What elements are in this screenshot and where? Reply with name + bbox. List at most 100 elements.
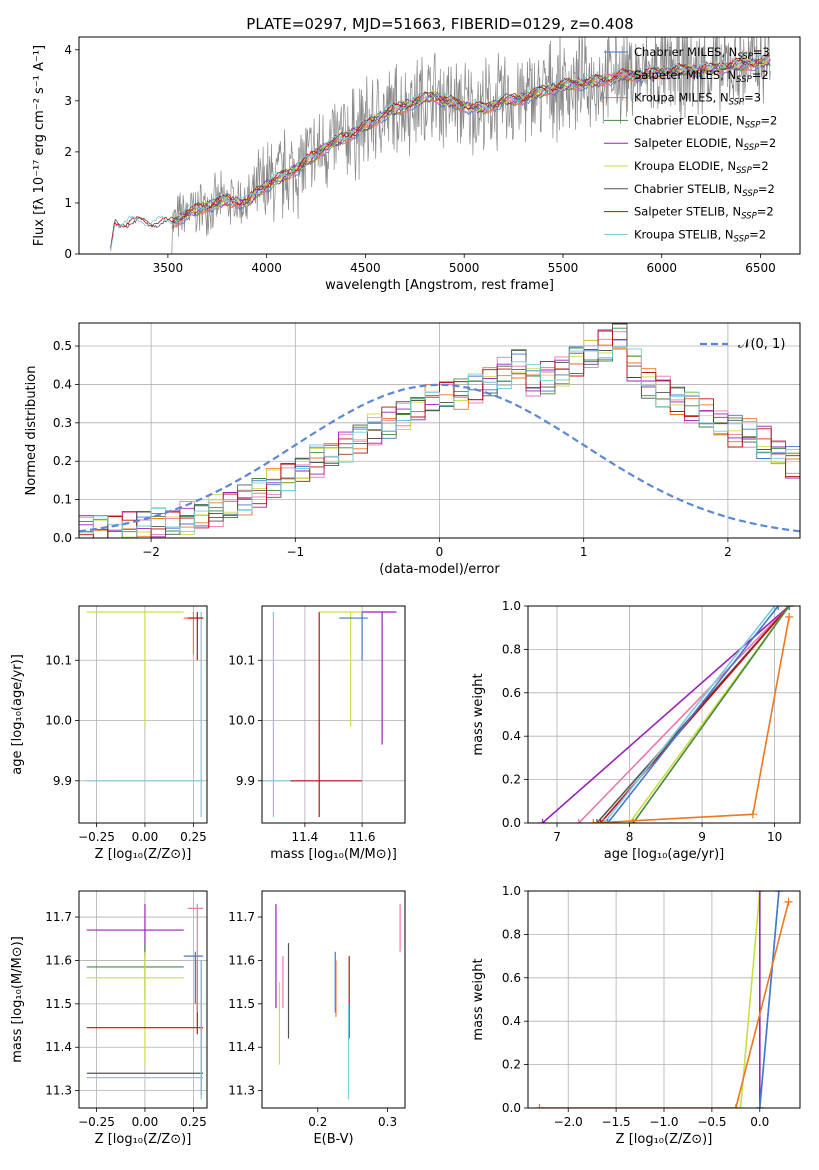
mass-weight-vs-Z-marker — [736, 1104, 745, 1108]
age-vs-Z-xtick-label: 0.25 — [180, 830, 207, 844]
mass-weight-vs-age-ytick-label: 0.6 — [502, 686, 521, 700]
mass-weight-vs-age-series-line — [632, 606, 790, 823]
mass-vs-ebv-ytick-label: 11.5 — [228, 997, 255, 1011]
mass-weight-vs-age-frame — [527, 605, 801, 824]
mass-weight-vs-Z-plot-area — [528, 891, 800, 1108]
mass-weight-vs-age-marker — [774, 606, 783, 610]
mass-weight-vs-age-series-line — [603, 606, 776, 823]
spectrum-model-line — [110, 54, 770, 252]
mass-weight-vs-metallicity-panel: −2.0 −1.5 −1.0 −0.5 0.0 0.0 0.2 0.4 0.6 0.8 1.0 Z [… — [471, 884, 801, 1147]
age-vs-mass-xlabel: mass [log₁₀(M/M⊙)] — [270, 847, 397, 862]
mass-weight-vs-Z-xtick-label: −1.0 — [649, 1115, 678, 1129]
spectrum-ytick-label: 4 — [64, 43, 72, 57]
mass-weight-vs-age-xtick-label: 10 — [767, 830, 782, 844]
residuals-ytick-label: 0.2 — [53, 454, 72, 468]
residuals-frame — [78, 322, 801, 539]
mass-weight-vs-age-series-line — [578, 606, 790, 823]
mass-weight-vs-age-marker — [589, 819, 598, 823]
mass-weight-vs-Z-ytick-label: 0.4 — [502, 1014, 521, 1028]
mass-vs-Z-ytick-label: 11.7 — [45, 910, 72, 924]
residuals-ylabel: Normed distribution — [24, 366, 39, 496]
mass-weight-vs-age-panel: 7 8 9 10 0.0 0.2 0.4 0.6 0.8 1.0 age [log₁₀(age/yr… — [471, 599, 801, 862]
residual-histogram-line — [79, 323, 800, 538]
mass-weight-vs-age-ytick-label: 0.4 — [502, 729, 521, 743]
spectrum-xtick-label: 6000 — [646, 261, 677, 275]
residual-histogram-line — [79, 329, 800, 538]
age-vs-Z-frame — [78, 605, 208, 824]
residuals-xtick-label: 0 — [436, 545, 444, 559]
mass-vs-ebv-ytick-label: 11.6 — [228, 953, 255, 967]
mass-weight-vs-age-marker — [603, 819, 612, 823]
residuals-xtick-label: 2 — [724, 545, 732, 559]
residuals-xtick-label: 1 — [580, 545, 588, 559]
age-vs-Z-xtick-label: 0.00 — [132, 830, 159, 844]
residuals-plot-area — [79, 323, 800, 538]
spectrum-ytick-label: 3 — [64, 94, 72, 108]
mass-weight-vs-Z-ylabel: mass weight — [471, 958, 486, 1040]
spectrum-xlabel: wavelength [Angstrom, rest frame] — [325, 278, 554, 293]
mass-weight-vs-Z-ytick-label: 0.2 — [502, 1058, 521, 1072]
age-vs-Z-ylabel: age [log₁₀(age/yr)] — [10, 654, 25, 775]
mass-weight-vs-Z-series-line — [759, 891, 780, 1108]
mass-weight-vs-age-plot-area — [528, 606, 800, 823]
legend-entry: Chabrier STELIB, NSSP=2 — [634, 182, 775, 199]
age-vs-mass-xtick-label: 11.4 — [292, 830, 319, 844]
residuals-xtick-label: −1 — [286, 545, 304, 559]
age-vs-mass-frame — [261, 605, 406, 824]
mass-vs-Z-plot-area — [79, 891, 207, 1108]
mass-weight-vs-age-marker — [785, 606, 794, 610]
age-vs-mass-ytick-label: 10.1 — [228, 653, 255, 667]
mass-weight-vs-Z-xlabel: Z [log₁₀(Z/Z⊙)] — [616, 1132, 713, 1147]
mass-vs-Z-xtick-label: 0.25 — [180, 1115, 207, 1129]
mass-vs-Z-frame — [78, 890, 208, 1109]
residuals-xtick-label: −2 — [142, 545, 160, 559]
age-vs-mass-plot-area — [262, 606, 405, 823]
mass-weight-vs-age-marker — [600, 819, 609, 823]
residuals-xlabel: (data-model)/error — [379, 562, 500, 577]
legend-entry: Salpeter ELODIE, NSSP=2 — [634, 136, 776, 153]
legend-entry: Salpeter STELIB, NSSP=2 — [634, 205, 774, 222]
age-vs-mass-ytick-label: 10.0 — [228, 714, 255, 728]
spectrum-xtick-label: 5000 — [449, 261, 480, 275]
spectrum-model-line — [171, 57, 771, 227]
spectrum-panel: 3500 4000 4500 5000 5500 6000 6500 0 1 2 3 4 wavelen… — [32, 36, 801, 293]
legend-entry: Kroupa ELODIE, NSSP=2 — [634, 159, 769, 176]
mass-vs-Z-xtick-label: 0.00 — [132, 1115, 159, 1129]
residual-histogram-line — [79, 345, 800, 538]
mass-weight-vs-age-xtick-label: 9 — [698, 830, 706, 844]
mass-weight-vs-Z-xtick-label: −2.0 — [554, 1115, 583, 1129]
residual-legend-entry: 𝒩(0, 1) — [738, 337, 785, 352]
mass-vs-Z-xlabel: Z [log₁₀(Z/Z⊙)] — [95, 1132, 192, 1147]
mass-weight-vs-Z-marker — [535, 1104, 544, 1108]
residuals-ytick-label: 0.4 — [53, 377, 72, 391]
spectrum-xtick-label: 6500 — [745, 261, 776, 275]
mass-weight-vs-age-xtick-label: 7 — [553, 830, 561, 844]
spectrum-observed-line — [171, 37, 771, 254]
mass-weight-vs-Z-ytick-label: 0.8 — [502, 927, 521, 941]
mass-vs-Z-ytick-label: 11.3 — [45, 1084, 72, 1098]
mass-weight-vs-Z-marker — [784, 897, 793, 906]
mass-vs-Z-ytick-label: 11.4 — [45, 1040, 72, 1054]
residuals-ytick-label: 0.1 — [53, 493, 72, 507]
mass-weight-vs-age-xtick-label: 8 — [626, 830, 634, 844]
mass-vs-ebv-ytick-label: 11.4 — [228, 1040, 255, 1054]
mass-weight-vs-age-ytick-label: 0.0 — [502, 816, 521, 830]
mass-weight-vs-age-marker — [538, 819, 547, 823]
legend-entry: Salpeter MILES, NSSP=2 — [634, 68, 769, 85]
mass-weight-vs-age-marker — [748, 810, 757, 819]
age-vs-metallicity-panel: −0.25 0.00 0.25 9.9 10.0 10.1 Z [log₁₀(Z/Z⊙)] a… — [10, 605, 208, 862]
mass-vs-ebv-xtick-label: 0.2 — [308, 1115, 327, 1129]
mass-weight-vs-age-marker — [596, 819, 605, 823]
legend-entry: Kroupa STELIB, NSSP=2 — [634, 227, 766, 244]
mass-weight-vs-Z-marker — [755, 891, 764, 895]
age-vs-Z-ytick-label: 10.1 — [45, 653, 72, 667]
mass-vs-Z-ylabel: mass [log₁₀(M/M⊙)] — [10, 936, 25, 1063]
mass-weight-vs-Z-xtick-label: 0.0 — [750, 1115, 769, 1129]
mass-weight-vs-Z-ytick-label: 0.0 — [502, 1101, 521, 1115]
residual-histogram-line — [79, 330, 800, 538]
age-vs-Z-ytick-label: 9.9 — [53, 774, 72, 788]
normal-distribution-curve — [79, 383, 800, 533]
spectrum-xtick-label: 4500 — [350, 261, 381, 275]
spectrum-ylabel: Flux [fλ 10⁻¹⁷ erg cm⁻² s⁻¹ A⁻¹] — [32, 45, 47, 246]
spectrum-xtick-label: 5500 — [548, 261, 579, 275]
